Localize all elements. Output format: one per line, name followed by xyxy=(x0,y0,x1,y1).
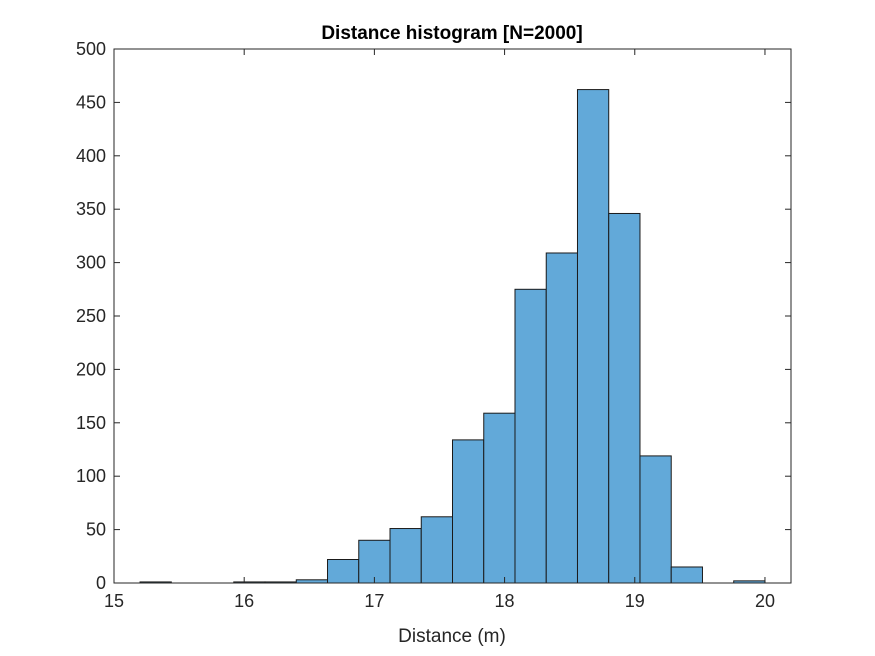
y-tick-label: 250 xyxy=(76,306,106,326)
x-tick-label: 15 xyxy=(104,591,124,611)
y-tick-labels: 0 50 100 150 200 250 300 350 400 450 500 xyxy=(76,39,106,593)
histogram-bars xyxy=(139,89,766,584)
histogram-bar xyxy=(670,566,703,584)
y-tick-label: 200 xyxy=(76,359,106,379)
x-tick-label: 18 xyxy=(495,591,515,611)
y-tick-label: 350 xyxy=(76,199,106,219)
y-tick-label: 300 xyxy=(76,253,106,273)
histogram-bar xyxy=(576,89,610,584)
y-tick-label: 50 xyxy=(86,520,106,540)
x-tick-label: 17 xyxy=(364,591,384,611)
histogram-bar xyxy=(608,212,641,584)
histogram-bar xyxy=(452,439,485,584)
plot-frame xyxy=(113,48,792,584)
y-tick-label: 450 xyxy=(76,92,106,112)
histogram-bar xyxy=(545,252,578,584)
x-tick-label: 19 xyxy=(625,591,645,611)
x-axis-title: Distance (m) xyxy=(398,626,506,647)
x-tick-label: 20 xyxy=(755,591,775,611)
y-tick-label: 0 xyxy=(96,573,106,593)
x-tick-label: 16 xyxy=(234,591,254,611)
y-tick-label: 500 xyxy=(76,39,106,59)
y-tick-label: 100 xyxy=(76,466,106,486)
histogram-bar xyxy=(389,528,422,584)
histogram-bar xyxy=(420,516,453,584)
histogram-bar xyxy=(483,412,516,584)
y-tick-label: 400 xyxy=(76,146,106,166)
y-tick-label: 150 xyxy=(76,413,106,433)
chart-title: Distance histogram [N=2000] xyxy=(321,23,582,44)
histogram-bar xyxy=(327,559,360,584)
x-tick-labels: 15 16 17 18 19 20 xyxy=(104,591,775,611)
histogram-bar xyxy=(639,455,672,584)
histogram-bar xyxy=(358,539,391,584)
histogram-bar xyxy=(514,288,547,584)
